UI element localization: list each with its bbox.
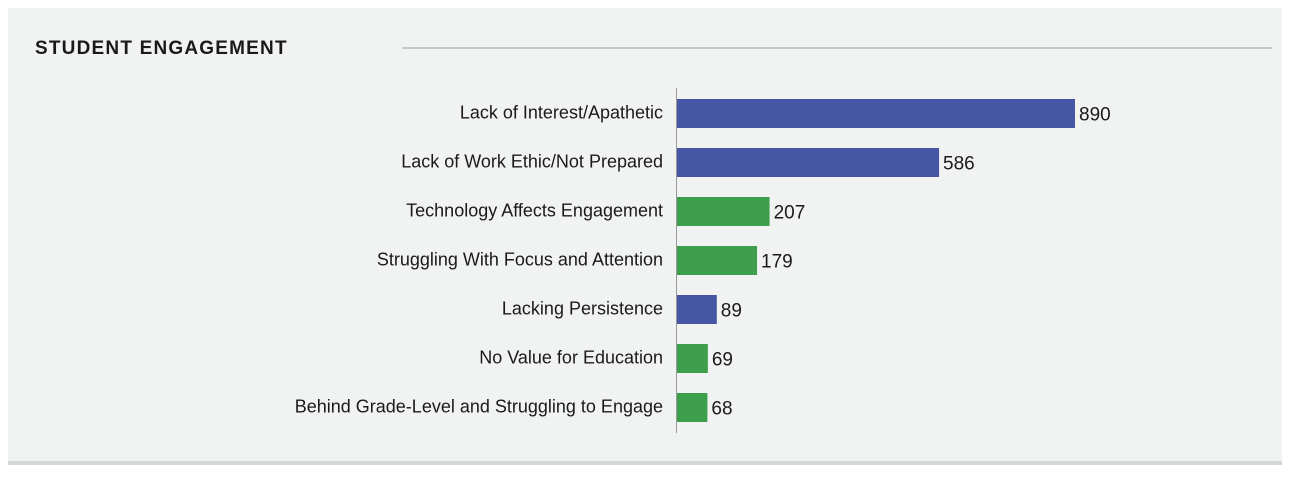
bar <box>677 344 708 373</box>
panel <box>8 8 1282 465</box>
value-label: 586 <box>943 154 975 175</box>
bar <box>677 99 1075 128</box>
value-label: 890 <box>1079 105 1111 126</box>
category-label: Lack of Interest/Apathetic <box>460 102 663 122</box>
bar <box>677 197 770 226</box>
category-label: Struggling With Focus and Attention <box>377 249 663 269</box>
bar <box>677 393 708 422</box>
category-label: Behind Grade-Level and Struggling to Eng… <box>295 396 663 416</box>
category-label: Lacking Persistence <box>502 298 663 318</box>
value-label: 68 <box>711 399 732 420</box>
value-label: 89 <box>721 301 742 322</box>
value-label: 179 <box>761 252 793 273</box>
panel-bottom-border <box>8 461 1282 465</box>
bar <box>677 246 758 275</box>
value-label: 207 <box>774 203 806 224</box>
bar <box>677 148 940 177</box>
category-label: No Value for Education <box>479 347 663 367</box>
category-label: Technology Affects Engagement <box>406 200 663 220</box>
category-label: Lack of Work Ethic/Not Prepared <box>401 151 663 171</box>
chart-title: STUDENT ENGAGEMENT <box>35 38 288 59</box>
value-label: 69 <box>712 350 733 371</box>
bar <box>677 295 717 324</box>
